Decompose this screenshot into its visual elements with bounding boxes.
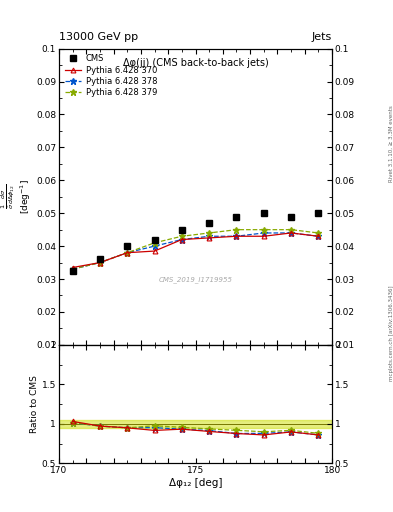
- CMS: [125, 243, 130, 249]
- Pythia 6.428 370: [152, 248, 157, 254]
- Pythia 6.428 370: [125, 250, 130, 256]
- Pythia 6.428 370: [180, 237, 184, 243]
- Y-axis label: Ratio to CMS: Ratio to CMS: [30, 375, 39, 433]
- Pythia 6.428 378: [207, 233, 211, 239]
- Pythia 6.428 370: [207, 235, 211, 241]
- Pythia 6.428 370: [289, 230, 294, 236]
- Pythia 6.428 379: [97, 260, 102, 266]
- Pythia 6.428 379: [289, 227, 294, 233]
- Text: Rivet 3.1.10, ≥ 3.3M events: Rivet 3.1.10, ≥ 3.3M events: [389, 105, 393, 182]
- Pythia 6.428 370: [234, 233, 239, 239]
- Text: 13000 GeV pp: 13000 GeV pp: [59, 32, 138, 42]
- Text: CMS_2019_I1719955: CMS_2019_I1719955: [158, 276, 233, 283]
- CMS: [70, 268, 75, 274]
- Pythia 6.428 378: [180, 237, 184, 243]
- Pythia 6.428 379: [125, 250, 130, 256]
- Pythia 6.428 379: [180, 233, 184, 239]
- Text: Jets: Jets: [312, 32, 332, 42]
- Text: mcplots.cern.ch [arXiv:1306.3436]: mcplots.cern.ch [arXiv:1306.3436]: [389, 285, 393, 380]
- Line: CMS: CMS: [70, 210, 321, 274]
- Pythia 6.428 370: [97, 260, 102, 266]
- CMS: [180, 227, 184, 233]
- Pythia 6.428 378: [316, 233, 321, 239]
- Pythia 6.428 379: [234, 227, 239, 233]
- Pythia 6.428 379: [207, 230, 211, 236]
- Pythia 6.428 370: [261, 233, 266, 239]
- CMS: [97, 256, 102, 262]
- CMS: [261, 210, 266, 216]
- Pythia 6.428 379: [316, 230, 321, 236]
- Pythia 6.428 379: [70, 266, 75, 272]
- Line: Pythia 6.428 378: Pythia 6.428 378: [70, 230, 321, 272]
- Pythia 6.428 378: [70, 266, 75, 272]
- Pythia 6.428 378: [125, 250, 130, 256]
- Pythia 6.428 379: [152, 240, 157, 246]
- Pythia 6.428 370: [70, 264, 75, 270]
- CMS: [152, 237, 157, 243]
- CMS: [289, 214, 294, 220]
- Pythia 6.428 379: [261, 227, 266, 233]
- Pythia 6.428 378: [97, 260, 102, 266]
- CMS: [316, 210, 321, 216]
- X-axis label: Δφ₁₂ [deg]: Δφ₁₂ [deg]: [169, 478, 222, 488]
- Pythia 6.428 378: [152, 243, 157, 249]
- Line: Pythia 6.428 370: Pythia 6.428 370: [70, 230, 321, 270]
- Pythia 6.428 378: [289, 230, 294, 236]
- CMS: [207, 220, 211, 226]
- Line: Pythia 6.428 379: Pythia 6.428 379: [70, 226, 321, 272]
- Y-axis label: $\frac{1}{\bar{\sigma}}\frac{d\sigma}{d\Delta\phi_{12}}$
$[\mathrm{deg}^{-1}]$: $\frac{1}{\bar{\sigma}}\frac{d\sigma}{d\…: [0, 179, 33, 214]
- Pythia 6.428 378: [234, 233, 239, 239]
- CMS: [234, 214, 239, 220]
- Pythia 6.428 378: [261, 230, 266, 236]
- Pythia 6.428 370: [316, 233, 321, 239]
- Legend: CMS, Pythia 6.428 370, Pythia 6.428 378, Pythia 6.428 379: CMS, Pythia 6.428 370, Pythia 6.428 378,…: [63, 53, 159, 98]
- Text: Δφ(jj) (CMS back-to-back jets): Δφ(jj) (CMS back-to-back jets): [123, 57, 268, 68]
